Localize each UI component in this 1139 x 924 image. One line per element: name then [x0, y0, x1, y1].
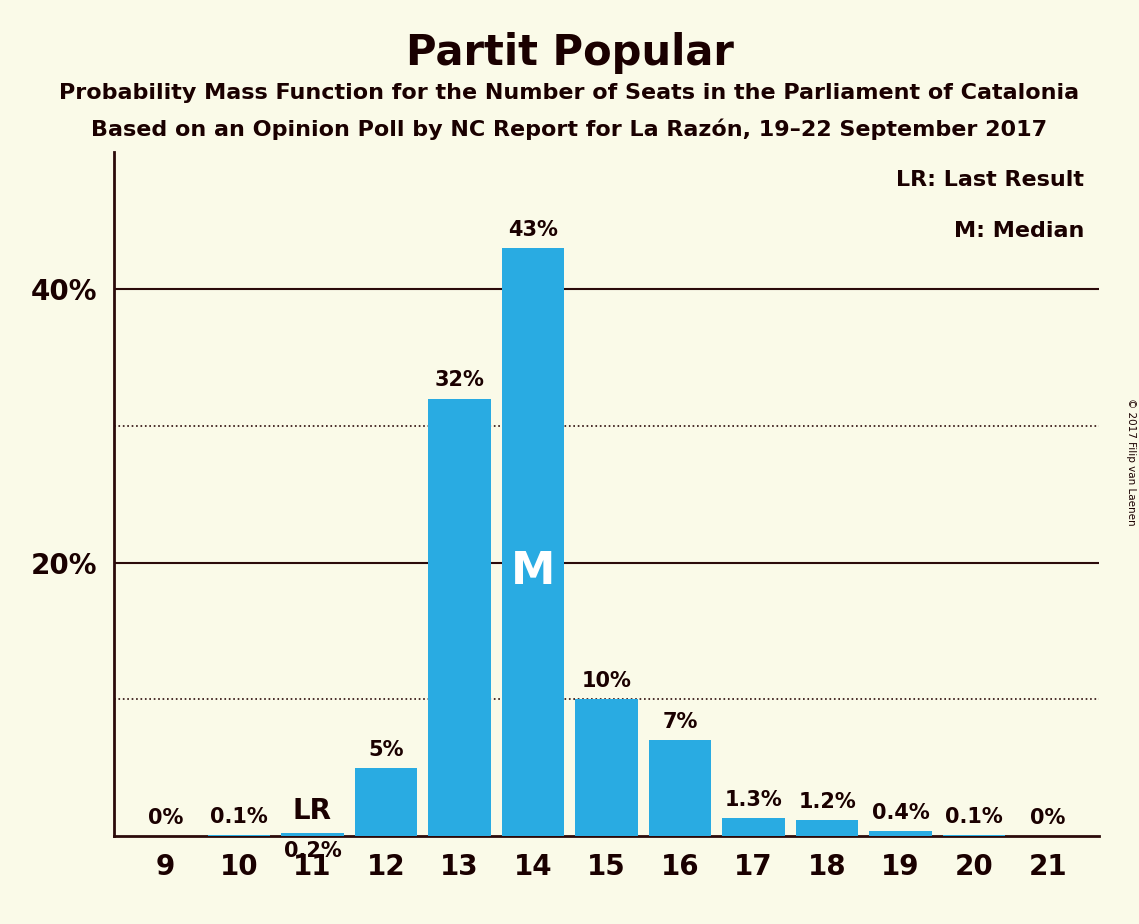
- Text: 5%: 5%: [368, 739, 403, 760]
- Bar: [428, 398, 491, 836]
- Text: 0.4%: 0.4%: [871, 803, 929, 822]
- Text: 0.1%: 0.1%: [945, 807, 1003, 827]
- Text: LR: LR: [293, 797, 331, 825]
- Bar: [649, 740, 711, 836]
- Text: M: M: [510, 550, 555, 593]
- Text: 7%: 7%: [663, 712, 698, 733]
- Text: 32%: 32%: [435, 371, 484, 391]
- Text: M: Median: M: Median: [954, 221, 1084, 241]
- Bar: [502, 249, 564, 836]
- Text: 10%: 10%: [582, 671, 631, 691]
- Text: Probability Mass Function for the Number of Seats in the Parliament of Catalonia: Probability Mass Function for the Number…: [59, 83, 1080, 103]
- Bar: [575, 699, 638, 836]
- Text: 0.2%: 0.2%: [284, 841, 342, 861]
- Bar: [722, 819, 785, 836]
- Text: 0%: 0%: [148, 808, 183, 828]
- Bar: [281, 833, 344, 836]
- Text: LR: Last Result: LR: Last Result: [896, 170, 1084, 189]
- Bar: [207, 835, 270, 836]
- Bar: [869, 831, 932, 836]
- Bar: [796, 820, 859, 836]
- Text: 0%: 0%: [1030, 808, 1065, 828]
- Text: 43%: 43%: [508, 220, 558, 240]
- Text: Partit Popular: Partit Popular: [405, 32, 734, 74]
- Bar: [354, 768, 417, 836]
- Text: Based on an Opinion Poll by NC Report for La Razón, 19–22 September 2017: Based on an Opinion Poll by NC Report fo…: [91, 118, 1048, 140]
- Text: 0.1%: 0.1%: [210, 807, 268, 827]
- Text: 1.3%: 1.3%: [724, 790, 782, 810]
- Text: © 2017 Filip van Laenen: © 2017 Filip van Laenen: [1125, 398, 1136, 526]
- Text: 1.2%: 1.2%: [798, 792, 857, 811]
- Bar: [943, 835, 1006, 836]
